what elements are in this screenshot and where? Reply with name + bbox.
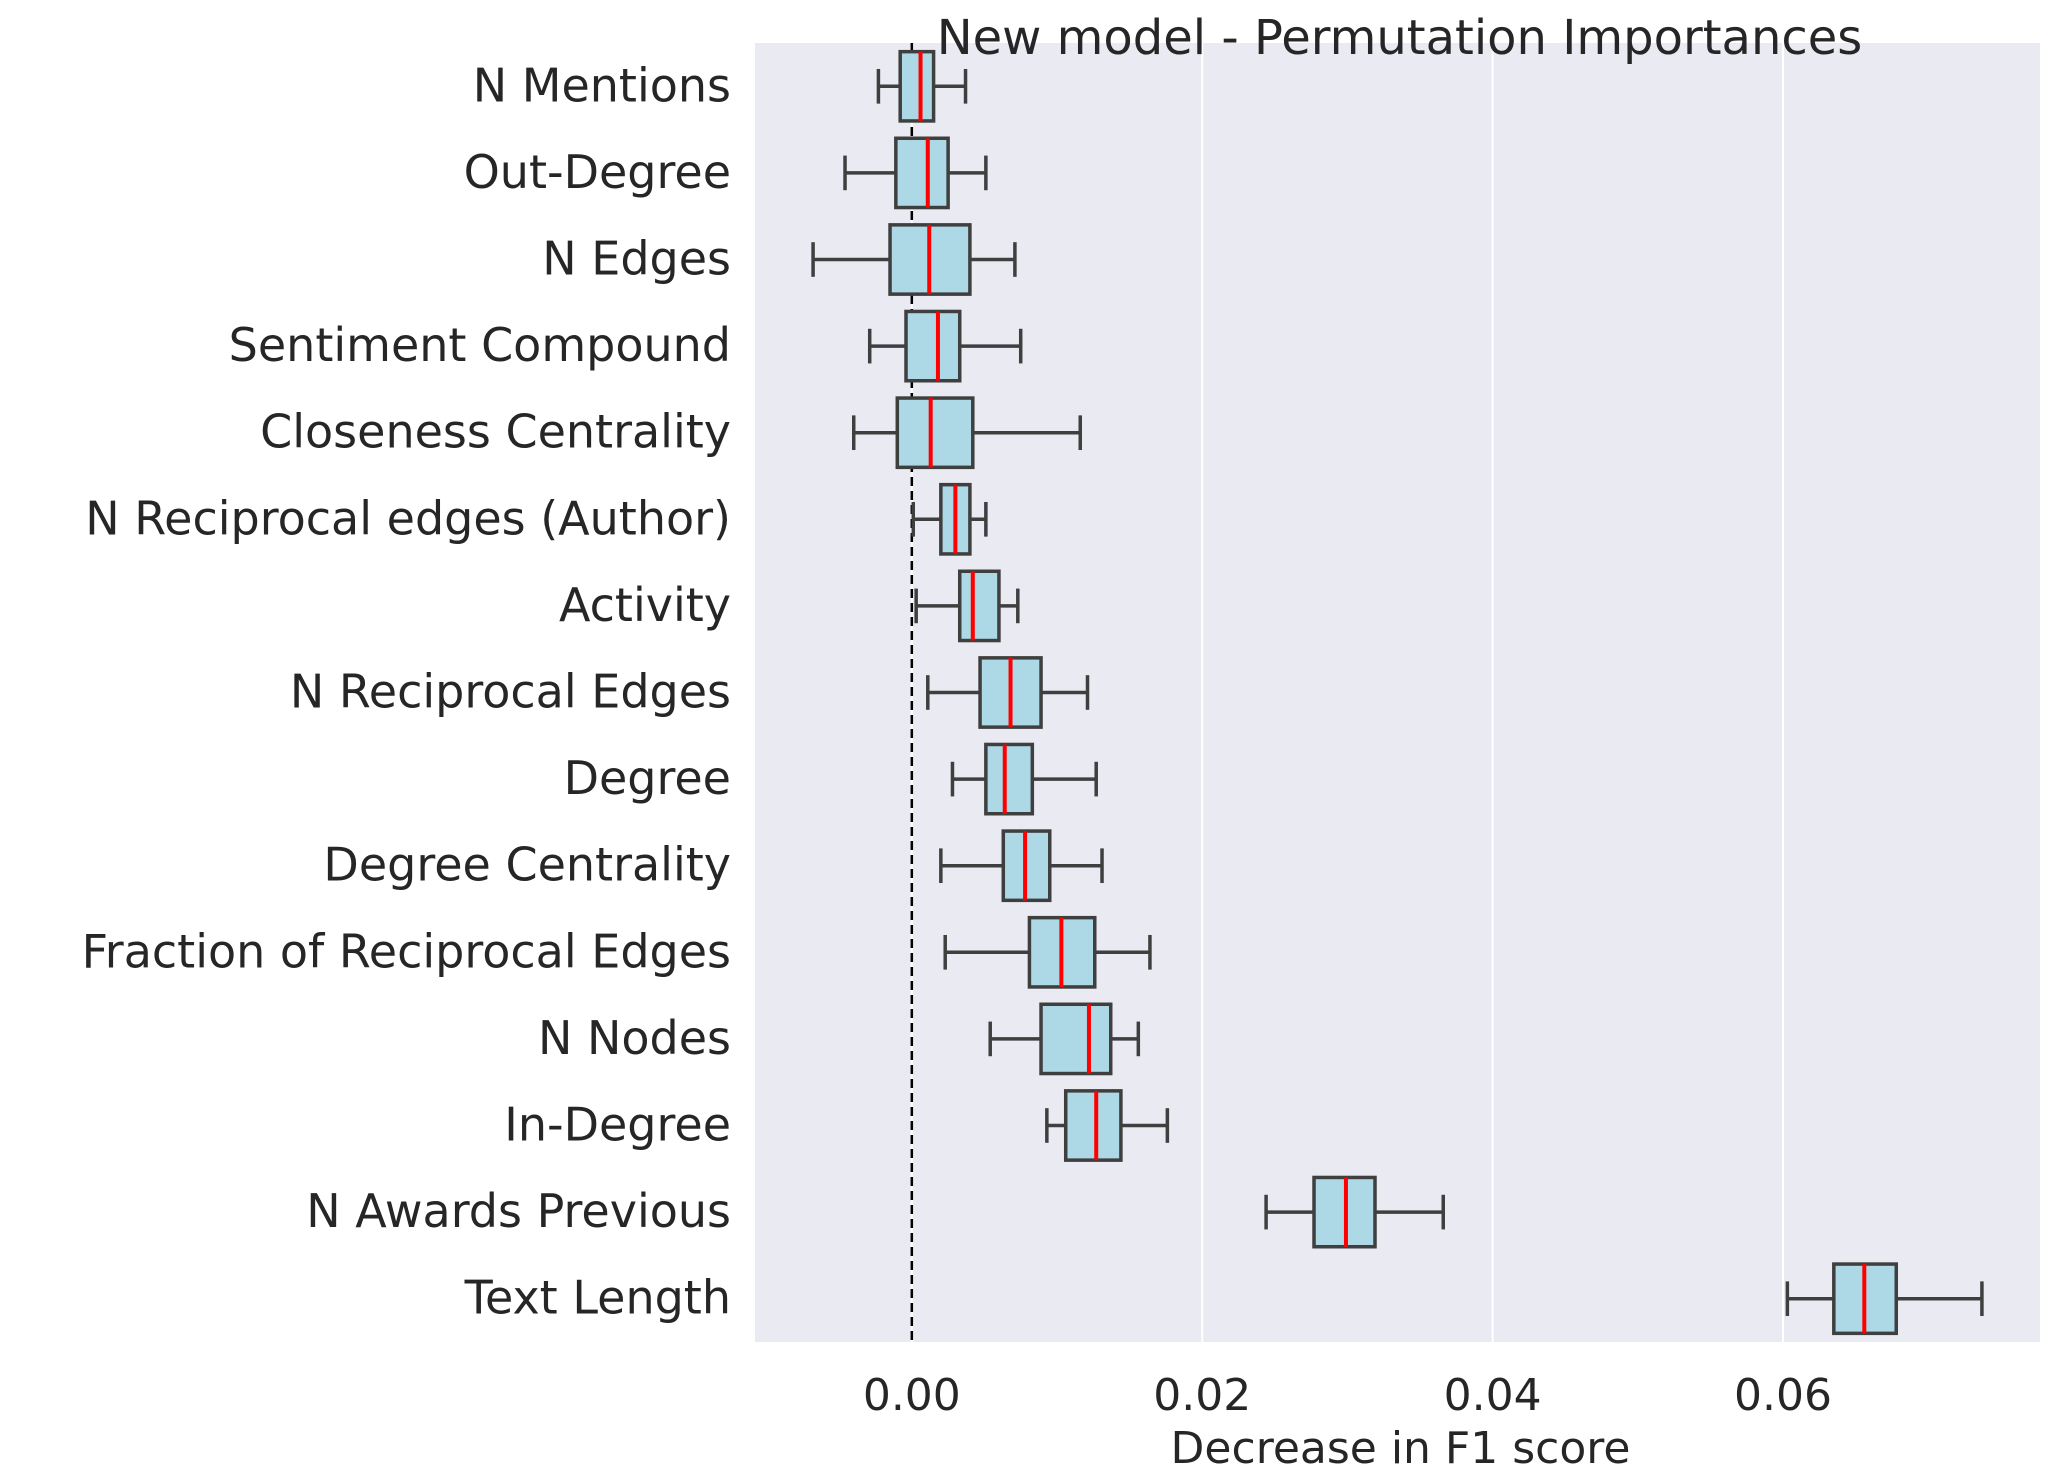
iqr-box: [1063, 1089, 1123, 1162]
box-item: [911, 482, 988, 556]
category-label: N Nodes: [538, 1011, 731, 1065]
x-tick-labels: 0.00 0.02 0.04 0.06: [863, 1370, 1832, 1421]
box-item: [876, 49, 968, 123]
category-label: Closeness Centrality: [260, 405, 731, 459]
x-tick-label: 0.00: [863, 1370, 961, 1421]
x-tick-label: 0.02: [1153, 1370, 1251, 1421]
category-label: Text Length: [464, 1271, 731, 1325]
category-label: Degree: [564, 751, 731, 805]
box-item: [926, 656, 1090, 729]
iqr-box: [984, 742, 1035, 816]
category-label: N Mentions: [473, 58, 731, 112]
box-item: [939, 829, 1104, 903]
box-item: [867, 309, 1023, 383]
category-labels: N Mentions Out-Degree N Edges Sentiment Com…: [82, 58, 731, 1324]
box-item: [1045, 1089, 1170, 1162]
box-item: [1785, 1262, 1984, 1336]
iqr-box: [894, 136, 950, 210]
iqr-box: [904, 309, 962, 383]
x-tick-label: 0.06: [1734, 1370, 1832, 1421]
category-label: Out-Degree: [464, 145, 731, 199]
iqr-box: [957, 569, 1001, 643]
box-item: [851, 396, 1082, 470]
iqr-box: [895, 396, 975, 470]
boxes: [811, 49, 1984, 1336]
iqr-box: [1039, 1002, 1113, 1076]
iqr-box: [898, 49, 936, 123]
box-item: [843, 136, 988, 210]
chart-title: New model - Permutation Importances: [937, 10, 1863, 66]
box-item: [950, 742, 1098, 816]
x-axis-label: Decrease in F1 score: [1171, 1423, 1631, 1474]
x-tick-label: 0.04: [1444, 1370, 1542, 1421]
box-item: [943, 915, 1152, 989]
box-item: [988, 1002, 1141, 1076]
category-label: Activity: [559, 578, 731, 632]
category-label: Degree Centrality: [323, 838, 731, 892]
category-label: N Awards Previous: [306, 1184, 731, 1238]
category-label: N Edges: [542, 232, 731, 286]
category-label: N Reciprocal edges (Author): [85, 491, 731, 545]
category-label: N Reciprocal Edges: [290, 665, 731, 719]
category-label: In-Degree: [504, 1098, 731, 1152]
box-item: [1264, 1175, 1445, 1249]
box-item: [811, 223, 1017, 296]
category-label: Sentiment Compound: [229, 318, 731, 372]
box-item: [914, 569, 1020, 643]
category-label: Fraction of Reciprocal Edges: [82, 924, 731, 978]
